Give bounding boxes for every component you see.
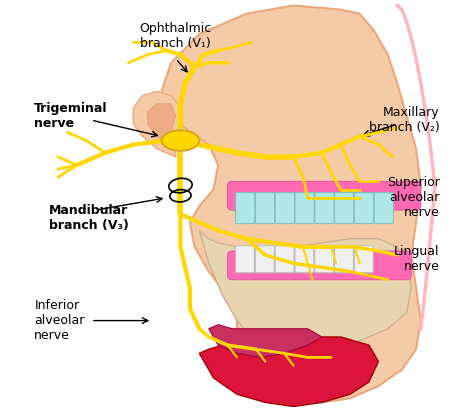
- Ellipse shape: [162, 130, 199, 151]
- Polygon shape: [147, 104, 176, 145]
- Polygon shape: [133, 91, 181, 157]
- Text: Ophthalmic
branch (V₁): Ophthalmic branch (V₁): [140, 23, 212, 51]
- FancyBboxPatch shape: [355, 246, 373, 273]
- FancyBboxPatch shape: [335, 192, 354, 224]
- Polygon shape: [199, 231, 411, 353]
- Polygon shape: [209, 325, 322, 358]
- FancyBboxPatch shape: [228, 181, 421, 210]
- FancyBboxPatch shape: [255, 246, 274, 273]
- FancyBboxPatch shape: [335, 246, 354, 273]
- FancyBboxPatch shape: [355, 192, 374, 224]
- FancyBboxPatch shape: [275, 246, 294, 273]
- FancyBboxPatch shape: [295, 246, 314, 273]
- FancyBboxPatch shape: [236, 192, 255, 224]
- Text: Mandibular
branch (V₃): Mandibular branch (V₃): [48, 204, 128, 232]
- Text: Inferior
alveolar
nerve: Inferior alveolar nerve: [35, 299, 85, 342]
- Text: Superior
alveolar
nerve: Superior alveolar nerve: [387, 176, 439, 219]
- FancyBboxPatch shape: [295, 192, 314, 224]
- Text: Trigeminal
nerve: Trigeminal nerve: [35, 102, 108, 130]
- Polygon shape: [199, 337, 378, 407]
- Text: Maxillary
branch (V₂): Maxillary branch (V₂): [369, 106, 439, 134]
- FancyBboxPatch shape: [228, 251, 411, 280]
- FancyBboxPatch shape: [255, 192, 275, 224]
- FancyBboxPatch shape: [374, 192, 393, 224]
- FancyBboxPatch shape: [275, 192, 294, 224]
- FancyBboxPatch shape: [315, 246, 334, 273]
- FancyBboxPatch shape: [236, 246, 255, 273]
- Polygon shape: [162, 5, 421, 403]
- FancyBboxPatch shape: [315, 192, 334, 224]
- Text: Lingual
nerve: Lingual nerve: [394, 245, 439, 273]
